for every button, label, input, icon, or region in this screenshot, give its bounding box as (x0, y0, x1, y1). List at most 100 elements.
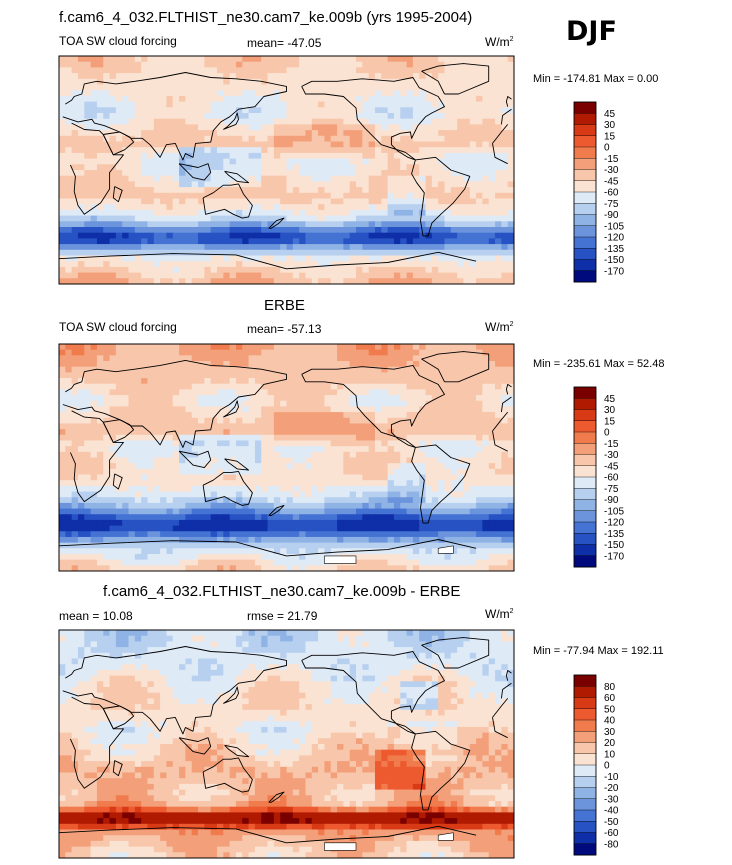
heatmap-cell (229, 192, 237, 200)
heatmap-cell (261, 389, 269, 396)
heatmap-cell (330, 480, 338, 487)
heatmap-cell (406, 61, 414, 68)
heatmap-cell (318, 147, 326, 154)
heatmap-cell (185, 497, 193, 504)
heatmap-cell (267, 389, 275, 396)
heatmap-cell (115, 198, 123, 205)
heatmap-cell (128, 474, 136, 481)
heatmap-cell (444, 389, 452, 396)
heatmap-cell (122, 90, 130, 97)
heatmap-cell (248, 84, 256, 91)
heatmap-cell (90, 113, 98, 120)
heatmap-cell (134, 344, 142, 351)
heatmap-cell (280, 221, 288, 228)
heatmap-cell (59, 227, 66, 234)
heatmap-cell (406, 468, 414, 476)
heatmap-cell (248, 181, 256, 188)
heatmap-cell (406, 56, 414, 63)
heatmap-cell (273, 440, 281, 447)
heatmap-cell (349, 412, 357, 419)
heatmap-cell (115, 400, 123, 408)
heatmap-cell (292, 238, 300, 245)
heatmap-cell (191, 198, 199, 205)
heatmap-cell (280, 266, 288, 274)
heatmap-cell (198, 395, 205, 402)
heatmap-cell (204, 130, 212, 137)
heatmap-cell (90, 227, 98, 234)
heatmap-cell (488, 95, 496, 103)
heatmap-cell (96, 355, 104, 362)
heatmap-cell (71, 361, 79, 368)
heatmap-cell (495, 395, 502, 402)
heatmap-cell (469, 272, 477, 279)
heatmap-cell (84, 95, 92, 103)
heatmap-cell (374, 170, 382, 177)
heatmap-cell (311, 141, 319, 148)
heatmap-cell (457, 118, 465, 125)
heatmap-cell (71, 400, 79, 408)
heatmap-cell (324, 366, 332, 373)
heatmap-cell (204, 61, 212, 68)
heatmap-cell (191, 440, 199, 447)
heatmap-cell (267, 497, 275, 504)
heatmap-cell (128, 349, 136, 356)
heatmap-cell (311, 209, 319, 217)
heatmap-cell (305, 480, 313, 487)
heatmap-cell (166, 181, 174, 188)
heatmap-cell (305, 95, 313, 103)
heatmap-cell (292, 502, 300, 510)
heatmap-cell (65, 227, 73, 234)
heatmap-cell (431, 497, 439, 504)
heatmap-cell (71, 372, 79, 379)
heatmap-cell (84, 56, 92, 63)
heatmap-cell (286, 395, 294, 402)
heatmap-cell (242, 400, 250, 408)
heatmap-cell (134, 457, 142, 464)
heatmap-cell (286, 221, 294, 228)
heatmap-cell (482, 406, 490, 413)
heatmap-cell (444, 84, 452, 91)
heatmap-cell (153, 67, 161, 74)
heatmap-cell (318, 95, 326, 103)
heatmap-cell (463, 158, 471, 165)
heatmap-cell (438, 147, 446, 154)
coastline-new_guinea (224, 170, 250, 184)
heatmap-cell (438, 406, 446, 413)
heatmap-cell (292, 67, 300, 74)
heatmap-cell (343, 73, 351, 80)
heatmap-cell (109, 113, 117, 120)
heatmap-cell (198, 175, 205, 182)
heatmap-cell (65, 175, 73, 182)
heatmap-cell (362, 485, 370, 493)
heatmap-cell (59, 366, 66, 373)
heatmap-cell (235, 215, 243, 222)
heatmap-cell (374, 497, 382, 504)
heatmap-cell (438, 395, 446, 402)
heatmap-cell (349, 480, 357, 487)
heatmap-cell (495, 84, 502, 91)
heatmap-cell (84, 84, 92, 91)
heatmap-cell (128, 61, 136, 68)
heatmap-cell (65, 221, 73, 228)
heatmap-cell (235, 244, 243, 251)
heatmap-cell (267, 485, 275, 493)
heatmap-cell (457, 366, 465, 373)
heatmap-cell (229, 56, 237, 63)
heatmap-cell (103, 446, 111, 453)
heatmap-cell (115, 118, 123, 125)
heatmap-cell (476, 204, 483, 211)
heatmap-cell (292, 221, 300, 228)
heatmap-cell (103, 170, 111, 177)
heatmap-cell (438, 221, 446, 228)
heatmap-cell (235, 395, 243, 402)
heatmap-cell (191, 366, 199, 373)
heatmap-cell (254, 204, 262, 211)
heatmap-cell (71, 84, 79, 91)
heatmap-cell (223, 434, 231, 442)
heatmap-cell (482, 261, 490, 268)
heatmap-cell (65, 67, 73, 74)
heatmap-cell (362, 192, 370, 200)
heatmap-cell (84, 457, 92, 464)
heatmap-cell (286, 170, 294, 177)
